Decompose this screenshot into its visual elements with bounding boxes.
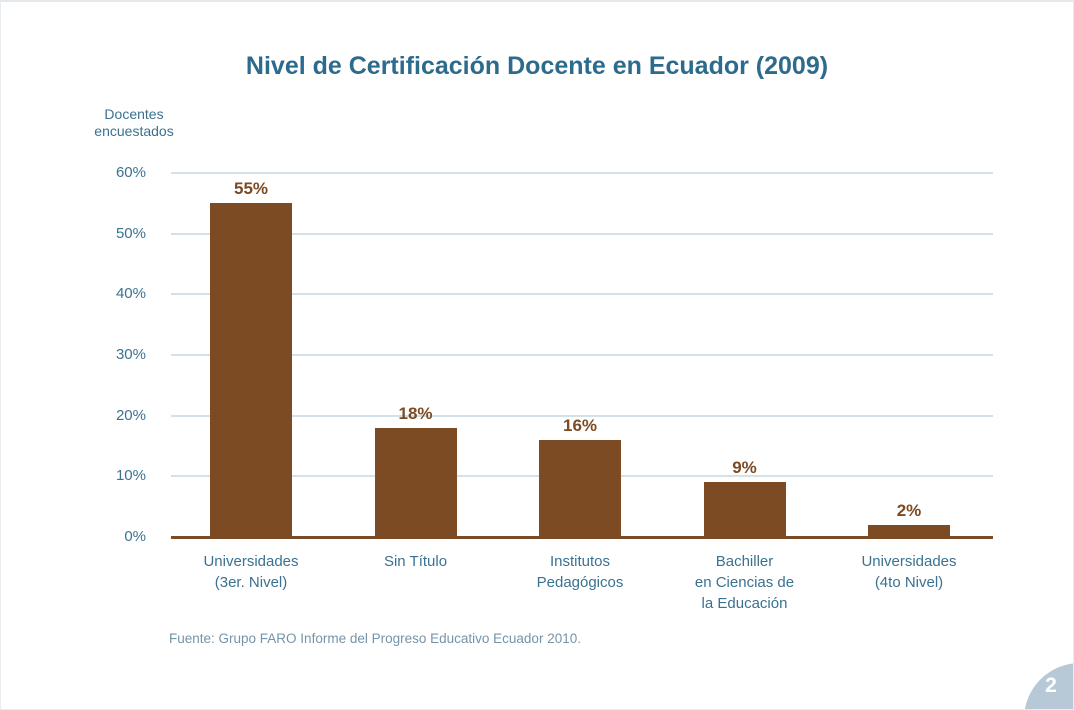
chart-bar <box>703 482 786 537</box>
gridline <box>171 232 993 235</box>
chart-bar <box>210 203 292 537</box>
bar-value-label: 55% <box>233 179 269 199</box>
chart-bar <box>868 524 950 537</box>
category-label: Universidades (4to Nivel) <box>829 551 989 593</box>
page-number: 2 <box>1045 674 1057 697</box>
chart-title: Nivel de Certificación Docente en Ecuado… <box>245 52 829 80</box>
y-tick-label: 60% <box>115 164 146 181</box>
bar-value-label: 18% <box>398 403 433 423</box>
category-label-line: (4to Nivel) <box>874 574 944 591</box>
gridline <box>171 172 993 174</box>
category-label-line: la Educación <box>701 595 788 612</box>
bar-value-label: 2% <box>896 500 922 520</box>
y-tick-label: 0% <box>124 528 146 545</box>
category-label-line: Bachiller <box>715 553 774 570</box>
category-label-line: (3er. Nivel) <box>214 574 288 591</box>
x-axis-line <box>171 536 993 539</box>
category-label-line: Institutos <box>549 553 611 570</box>
y-axis-label-line2: encuestados <box>94 123 174 139</box>
y-tick-label: 30% <box>115 346 146 363</box>
category-label: Bachiller en Ciencias de la Educación <box>665 551 825 614</box>
plot-area: 55% Universidades (3er. Nivel) 18% Sin Títul… <box>171 172 993 612</box>
category-label-line: Pedagógicos <box>536 574 624 591</box>
chart-bar <box>374 427 457 537</box>
y-tick-label: 10% <box>115 467 146 485</box>
category-label-line: Sin Título <box>383 553 448 570</box>
bar-value-label: 9% <box>732 458 757 478</box>
y-tick-label: 20% <box>115 406 146 424</box>
category-label: Institutos Pedagógicos <box>500 551 660 593</box>
source-note: Fuente: Grupo FARO Informe del Progreso … <box>169 631 581 646</box>
category-label-line: Universidades <box>203 553 299 570</box>
chart-bar <box>539 439 621 537</box>
gridline <box>171 293 993 296</box>
bar-value-label: 16% <box>562 415 598 435</box>
category-label-line: en Ciencias de <box>694 574 795 591</box>
page-number-badge: 2 <box>1024 663 1073 709</box>
category-label-line: Universidades <box>861 553 957 570</box>
y-axis-label-line1: Docentes <box>104 106 164 122</box>
gridline <box>171 354 993 356</box>
y-axis-label: Docentes encuestados <box>74 106 194 140</box>
category-label: Universidades (3er. Nivel) <box>171 551 331 593</box>
y-tick-label: 40% <box>115 285 146 303</box>
category-label: Sin Título <box>336 551 496 572</box>
y-tick-label: 50% <box>115 224 146 242</box>
gridline <box>171 414 993 417</box>
